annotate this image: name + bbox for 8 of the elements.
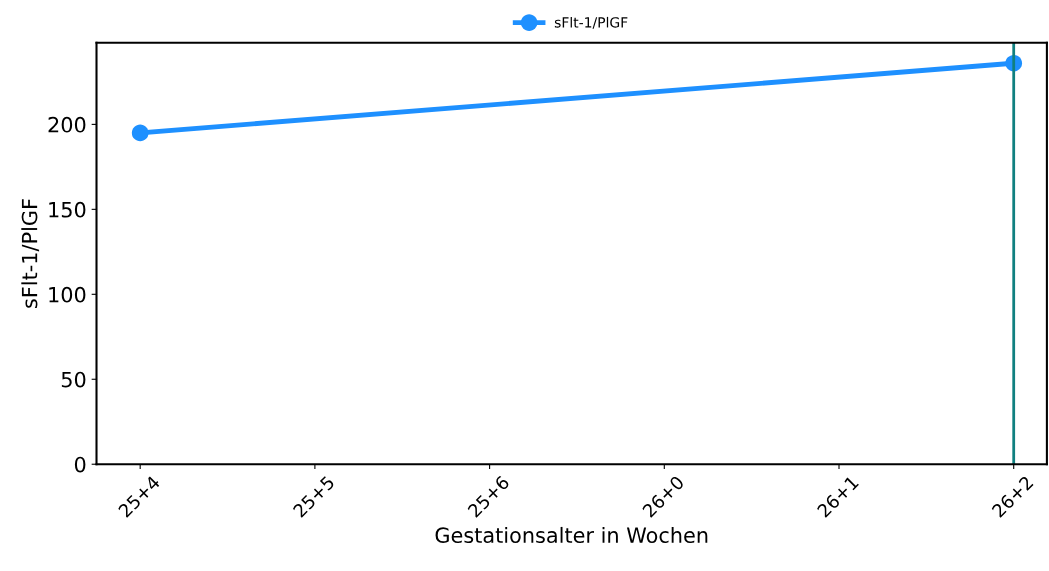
y-tick-label: 0 — [74, 456, 86, 473]
legend-label: sFlt-1/PlGF — [554, 16, 628, 29]
y-axis-title: sFlt-1/PlGF — [21, 199, 40, 308]
y-tick-label: 50 — [61, 371, 86, 388]
x-axis-title: Gestationsalter in Wochen — [435, 526, 708, 544]
y-tick-label: 150 — [49, 201, 86, 218]
y-tick-label: 200 — [48, 116, 86, 133]
y-tick-label: 100 — [49, 286, 86, 303]
